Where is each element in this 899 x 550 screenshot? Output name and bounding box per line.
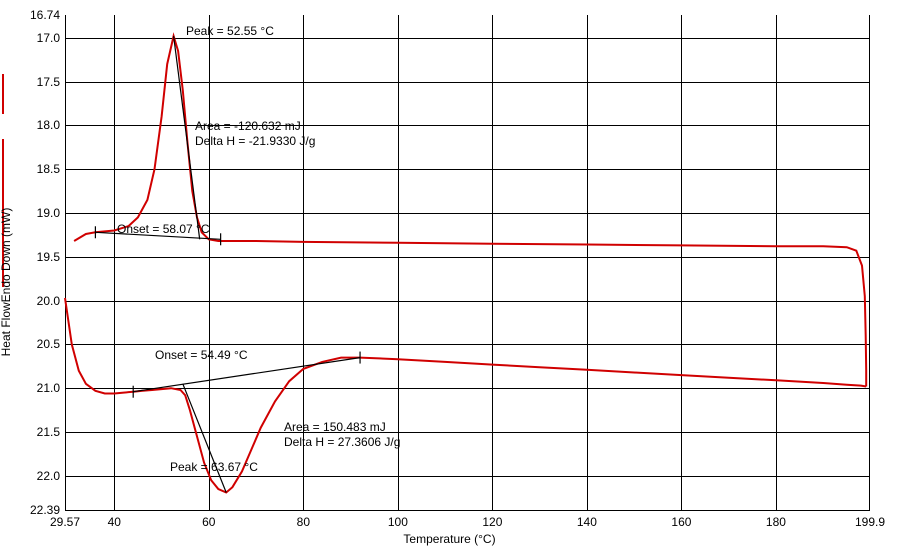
analysis-line-lower-onset-tangent [183, 384, 226, 493]
annotation-peak-1: Peak = 52.55 °C [186, 24, 274, 38]
annotation-area-1: Area = -120.632 mJ [195, 119, 301, 133]
annotation-onset-1: Onset = 58.07 °C [117, 222, 210, 236]
annotation-deltaH-2: Delta H = 27.3606 J/g [284, 435, 400, 449]
annotation-area-2: Area = 150.483 mJ [284, 420, 386, 434]
annotation-onset-2: Onset = 54.49 °C [155, 348, 248, 362]
dsc-chart: 40608010012014016018029.57199.9 17.017.5… [0, 0, 899, 550]
annotation-peak-2: Peak = 63.67 °C [170, 460, 258, 474]
analysis-line-lower-baseline [133, 358, 360, 392]
curve-canvas [0, 0, 899, 550]
series-cooling-upper [74, 36, 866, 387]
annotation-deltaH-1: Delta H = -21.9330 J/g [195, 134, 315, 148]
